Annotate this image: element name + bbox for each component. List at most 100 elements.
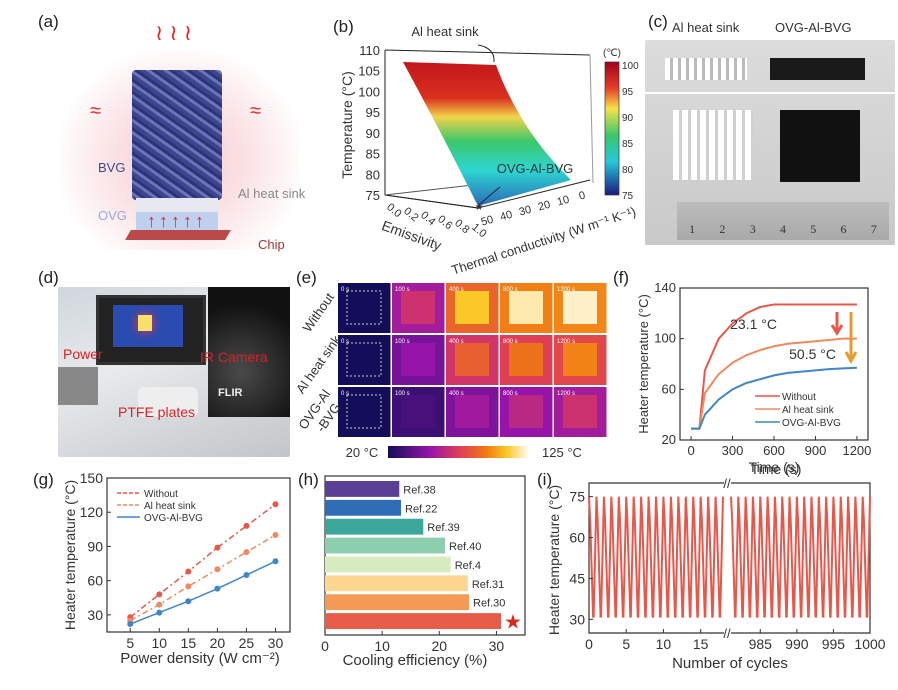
thermal-hotspot	[455, 291, 489, 324]
bar-label: Ref.39	[427, 522, 459, 534]
series-line-1	[129, 534, 276, 622]
time-label: 100 s	[395, 391, 410, 397]
colorbar-tick-label: 75	[622, 191, 634, 202]
x-tick-label: 990	[785, 636, 809, 652]
photo-heat-sinks: 1 2 3 4 5 6 7	[645, 40, 895, 245]
ruler-tick: 5	[810, 222, 817, 236]
colorbar-tick-label: 85	[622, 139, 634, 150]
ruler-tick: 2	[719, 222, 726, 236]
time-label: 400 s	[449, 339, 464, 345]
time-label: 0 s	[341, 339, 349, 345]
arrow-down-icon	[844, 312, 858, 365]
z-tick-label: 100	[358, 84, 380, 99]
thermal-hotspot	[563, 291, 597, 324]
thermal-hotspot	[509, 343, 543, 376]
label-power: Power	[63, 346, 103, 362]
data-point	[185, 598, 192, 605]
bar-Ref.30	[325, 594, 469, 611]
annotation-arrow	[477, 186, 501, 207]
y-tick-label: 100	[654, 331, 676, 346]
annotation-arrow	[477, 44, 495, 63]
z-tick-label: 95	[366, 105, 380, 120]
time-label: 800 s	[503, 391, 518, 397]
thermal-hotspot	[509, 291, 543, 324]
x-axis-label: Cooling efficiency (%)	[343, 652, 488, 669]
x-tick-label: 10	[656, 636, 672, 652]
thermal-hotspot	[401, 395, 435, 428]
y-tick-label: 120	[80, 504, 104, 520]
thermal-hotspot	[563, 395, 597, 428]
colorbar-max-label: 125 °C	[542, 445, 582, 460]
ruler-tick: 6	[840, 222, 847, 236]
data-point	[272, 532, 279, 539]
data-point	[272, 558, 279, 565]
data-point	[214, 566, 221, 573]
colorbar-tick-label: 95	[622, 87, 634, 98]
time-label: 1200 s	[557, 339, 575, 345]
annotation-al-heat-sink: Al heat sink	[411, 24, 479, 39]
thermal-hotspot	[401, 291, 435, 324]
ovg-layer: ↑↑↑↑↑	[136, 212, 218, 232]
colorbar-tick-label: 100	[622, 61, 639, 72]
data-point	[243, 522, 250, 529]
x-tick-label: 30	[268, 635, 284, 651]
annotation-ovg-al-bvg: OVG-Al-BVG	[497, 161, 574, 176]
y-tick-label: 0	[578, 190, 587, 203]
bar-label: Ref.22	[405, 503, 437, 515]
colorbar-tick-label: 80	[622, 165, 634, 176]
x-tick-label: 10	[374, 638, 390, 654]
time-label: 0 s	[341, 391, 349, 397]
series-line-0	[129, 503, 276, 618]
heat-wave-icon: ≈	[90, 100, 101, 122]
y-tick-label: 90	[87, 538, 103, 554]
time-label: 400 s	[449, 391, 464, 397]
panel-label-a: (a)	[38, 12, 59, 31]
ruler-tick: 7	[870, 222, 877, 236]
y-tick-label: 60	[87, 573, 103, 589]
bar-label: Ref.4	[455, 560, 481, 572]
y-tick-label: 40	[499, 209, 514, 224]
label-al-heat-sink: Al heat sink	[672, 20, 740, 35]
thermal-hotspot	[455, 343, 489, 376]
colorbar-tick-label: 90	[622, 113, 634, 124]
bar-Ref.4	[325, 556, 451, 573]
data-point	[243, 549, 250, 556]
legend-label: Al heat sink	[782, 405, 835, 416]
x-tick-label: 20	[431, 638, 447, 654]
time-label: 1200 s	[557, 287, 575, 293]
z-axis-label: Temperature (°C)	[339, 71, 355, 179]
axis-break-icon: //	[723, 626, 731, 641]
bar-Ref.31	[325, 575, 468, 592]
y-axis-label: Heater temperature (°C)	[62, 480, 78, 630]
y-tick-label: 60	[662, 381, 676, 396]
panel-label-h: (h)	[298, 470, 319, 489]
panel-label-e: (e)	[296, 268, 317, 287]
y-axis-label: Heater temperature (°C)	[546, 485, 562, 635]
row-label-without: Without	[300, 290, 338, 335]
time-label: 100 s	[395, 339, 410, 345]
colorbar-min-label: 20 °C	[346, 445, 379, 460]
time-label: 800 s	[503, 287, 518, 293]
data-point	[185, 583, 192, 590]
bar-Ref.40	[325, 537, 445, 554]
x-tick-label: 1000	[854, 636, 885, 652]
x-tick-label: 995	[822, 636, 846, 652]
axis-box	[589, 54, 594, 184]
y-tick-label: 150	[80, 470, 104, 486]
x-tick-label: 300	[722, 443, 744, 458]
data-point	[214, 544, 221, 551]
y-tick-label: 50	[480, 214, 495, 229]
annotation-23-1: 23.1 °C	[730, 316, 777, 332]
time-label: 800 s	[503, 339, 518, 345]
cycle-series-left	[588, 496, 724, 618]
x-tick-label: 985	[749, 636, 773, 652]
thermal-hotspot	[346, 394, 382, 429]
label-ir-camera: IR Camera	[200, 349, 268, 365]
ruler-tick: 3	[749, 222, 756, 236]
panel-label-i: (i)	[537, 470, 553, 489]
label-ovg-al-bvg: OVG-Al-BVG	[775, 20, 852, 35]
plot-frame-left	[588, 482, 724, 634]
panel-label-c: (c)	[648, 12, 668, 31]
bvg-layer	[132, 70, 222, 200]
label-ovg: OVG	[98, 208, 127, 223]
